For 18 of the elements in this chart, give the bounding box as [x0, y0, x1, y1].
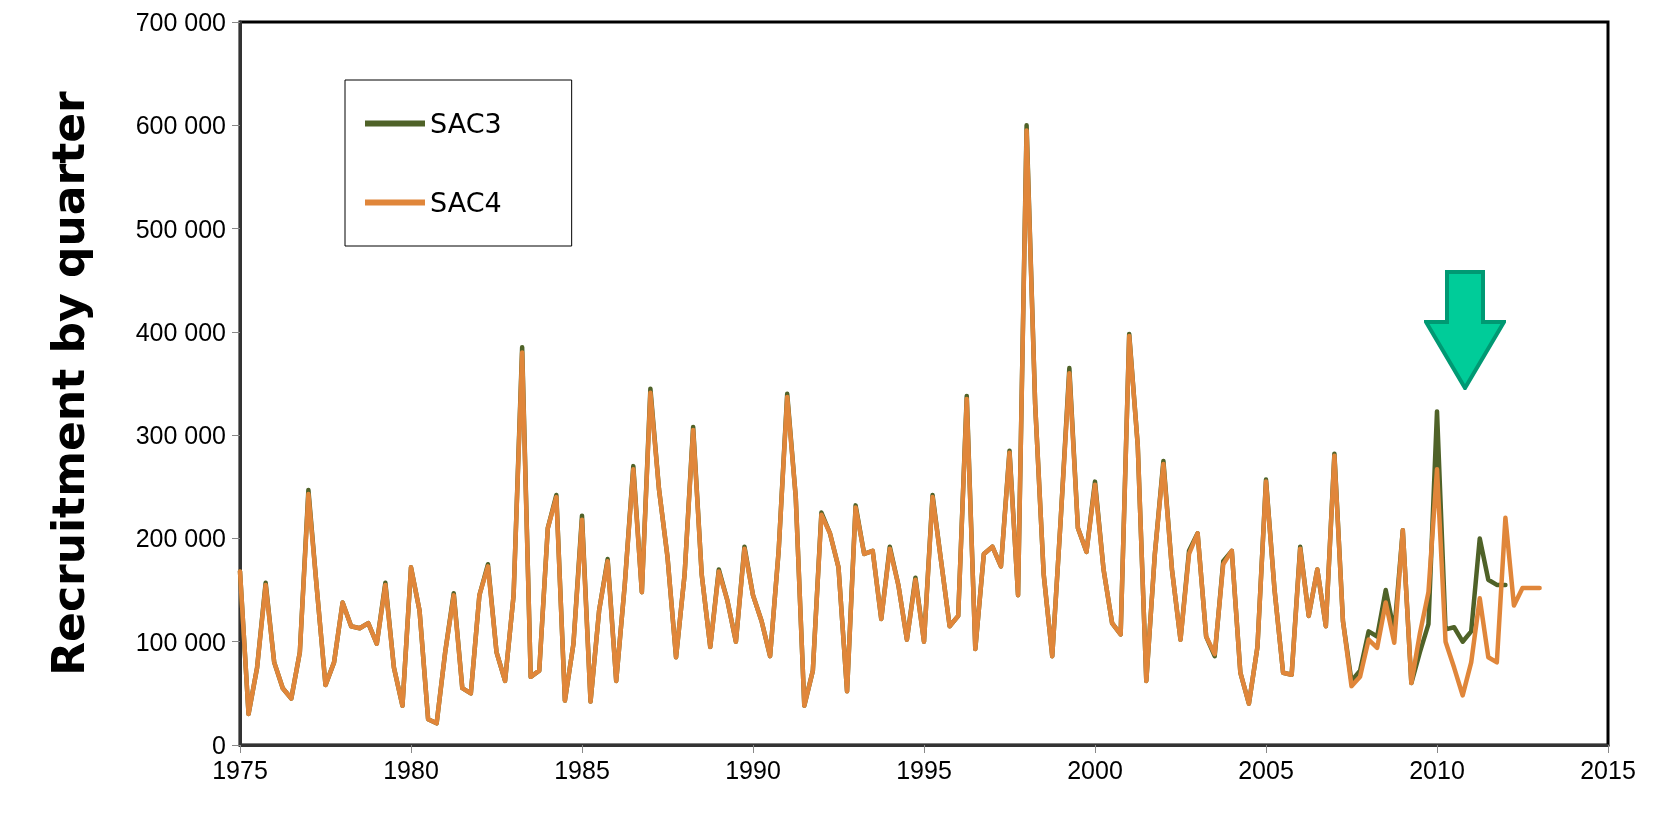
x-tick-label: 1990 [725, 755, 781, 784]
x-tick-label: 2005 [1238, 755, 1294, 784]
x-tick-label: 1980 [383, 755, 439, 784]
x-tick-label: 1985 [554, 755, 610, 784]
legend-label: SAC3 [430, 108, 502, 139]
y-tick-label: 100 000 [135, 627, 226, 656]
y-tick-label: 300 000 [135, 421, 226, 450]
y-tick-label: 500 000 [135, 214, 226, 243]
x-tick-label: 2010 [1409, 755, 1465, 784]
y-tick-label: 700 000 [135, 8, 226, 36]
x-tick-label: 2015 [1580, 755, 1636, 784]
y-tick-label: 600 000 [135, 111, 226, 140]
y-tick-label: 400 000 [135, 317, 226, 346]
y-tick-label: 200 000 [135, 524, 226, 553]
x-tick-label: 2000 [1067, 755, 1123, 784]
legend-label: SAC4 [430, 187, 502, 218]
y-axis-title: Recruitment by quarter [42, 90, 94, 676]
x-tick-label: 1995 [896, 755, 952, 784]
